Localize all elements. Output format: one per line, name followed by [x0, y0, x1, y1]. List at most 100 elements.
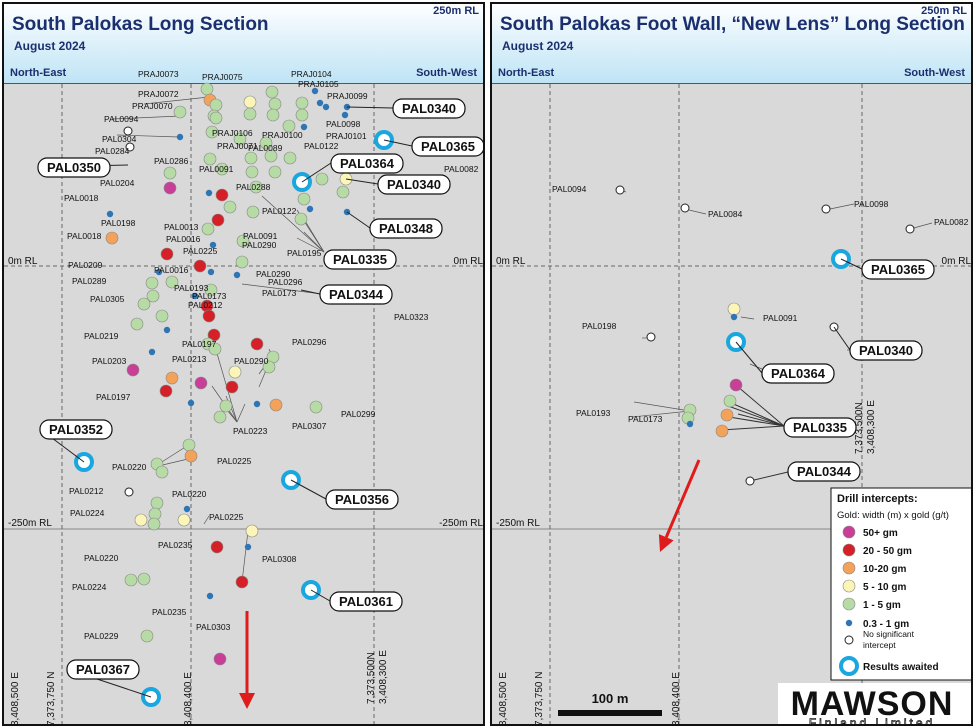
company-logo-wordmark: MAWSON [791, 685, 954, 723]
hole-leader-line [203, 515, 210, 525]
hole-id-label: PAL0235 [158, 540, 193, 550]
callout-leader-line [833, 326, 851, 351]
callout-leader-line [310, 589, 331, 602]
drill-intercept-marker [205, 189, 213, 197]
legend-label-cont: intercept [863, 640, 896, 650]
callout-leader-line [735, 341, 763, 374]
callout-leader-line [749, 471, 789, 482]
right-direction-south-west: South-West [904, 67, 965, 79]
callout-box [761, 363, 835, 384]
zero-rl-label-right: 0m RL [942, 256, 972, 267]
legend-label: Results awaited [863, 662, 939, 673]
hole-id-label: PAL0225 [217, 456, 252, 466]
hole-id-label: PAL0213 [172, 354, 207, 364]
drill-intercept-marker [124, 573, 138, 587]
drill-intercept-marker [177, 513, 191, 527]
drill-intercept-marker [203, 152, 217, 166]
hole-id-label: PAL0305 [90, 294, 125, 304]
drill-intercept-marker [235, 575, 249, 589]
drill-intercept-marker [208, 342, 222, 356]
hole-id-label: PAL0323 [394, 312, 429, 322]
hole-leader-line [111, 115, 181, 120]
drill-intercept-marker [905, 224, 915, 234]
legend-swatch [842, 579, 856, 593]
grid-coordinate-label: 3,408,500 E [498, 672, 509, 726]
drill-intercept-marker [244, 151, 258, 165]
left-subtitle: August 2024 [14, 39, 86, 53]
hole-leader-line [236, 403, 246, 423]
hole-id-label: PAL0303 [196, 622, 231, 632]
grid-coordinate-label: 3,408,400 E [183, 672, 194, 726]
drill-intercept-marker [140, 629, 154, 643]
drill-intercept-marker [245, 524, 259, 538]
callout-box [861, 259, 935, 280]
drill-intercept-marker [201, 222, 215, 236]
drill-intercept-marker [615, 185, 625, 195]
callout-label: PAL0344 [797, 464, 852, 479]
hole-id-label: PAL0286 [154, 156, 189, 166]
hole-leader-line [740, 316, 755, 320]
callout-box [323, 249, 397, 270]
hole-id-label: PAL0094 [104, 114, 139, 124]
drill-intercept-marker [202, 309, 216, 323]
drill-intercept-marker [249, 180, 263, 194]
callout-leader-line [301, 162, 332, 183]
left-header: South Palokas Long Section August 2024 2… [4, 4, 483, 84]
drill-intercept-marker [322, 103, 330, 111]
legend-label: 20 - 50 gm [863, 546, 912, 557]
drill-intercept-marker [211, 213, 225, 227]
callout-label: PAL0367 [76, 662, 130, 677]
plunge-arrow-head [239, 693, 255, 709]
plunge-arrow-shaft [664, 459, 701, 538]
drill-intercept-marker [163, 166, 177, 180]
callout-leader-line [383, 139, 413, 147]
hole-id-label: PAL0224 [72, 582, 107, 592]
hole-id-label: PAL0307 [292, 421, 327, 431]
hole-id-label: PAL0193 [174, 283, 209, 293]
hole-leader-line [688, 209, 707, 215]
drill-intercept-marker [183, 505, 191, 513]
left-long-section-panel: South Palokas Long Section August 2024 2… [2, 2, 485, 726]
callout-box [787, 461, 861, 482]
legend-swatch [839, 656, 859, 676]
drill-intercept-marker [215, 188, 229, 202]
hole-id-label: PAL0220 [172, 489, 207, 499]
callout-box [392, 98, 466, 119]
drill-intercept-marker [723, 394, 737, 408]
grid-coordinate-label: 3,408,400 E [671, 672, 682, 726]
hole-id-label: PAL0082 [934, 217, 969, 227]
drill-intercept-marker [163, 181, 177, 195]
drill-intercept-marker [207, 328, 221, 342]
drill-intercept-marker [124, 487, 134, 497]
drill-intercept-marker [235, 255, 249, 269]
drill-intercept-marker [155, 465, 169, 479]
callout-leader-line [346, 211, 371, 229]
callout-leader-line [300, 289, 321, 295]
drill-intercept-marker [245, 165, 259, 179]
drill-intercept-marker [283, 151, 297, 165]
left-title: South Palokas Long Section [12, 14, 269, 35]
drill-intercept-marker [205, 125, 219, 139]
hole-id-label: PAL0225 [209, 512, 244, 522]
callout-label: PAL0335 [793, 420, 847, 435]
hole-id-label: PAL0209 [68, 260, 103, 270]
zero-rl-label-right: 0m RL [454, 256, 484, 267]
legend-label: 0.3 - 1 gm [863, 619, 909, 630]
hole-id-label: PRAJ0072 [138, 89, 179, 99]
hole-id-label: PAL0018 [64, 193, 99, 203]
callout-label: PAL0365 [421, 139, 475, 154]
legend-label: No significant [863, 629, 915, 639]
hole-id-label: PAL0091 [243, 231, 278, 241]
drill-intercept-marker [123, 126, 133, 136]
drill-intercept-marker [193, 259, 207, 273]
drill-intercept-marker [225, 380, 239, 394]
drill-intercept-marker [295, 108, 309, 122]
drill-intercept-marker [155, 268, 163, 276]
callout-leader-line [737, 413, 785, 427]
callout-box [319, 284, 393, 305]
drill-intercept-marker [228, 365, 242, 379]
drill-intercept-marker [294, 212, 308, 226]
callout-leader-line [345, 178, 379, 185]
drill-intercept-marker [146, 289, 160, 303]
drill-intercept-marker [165, 371, 179, 385]
